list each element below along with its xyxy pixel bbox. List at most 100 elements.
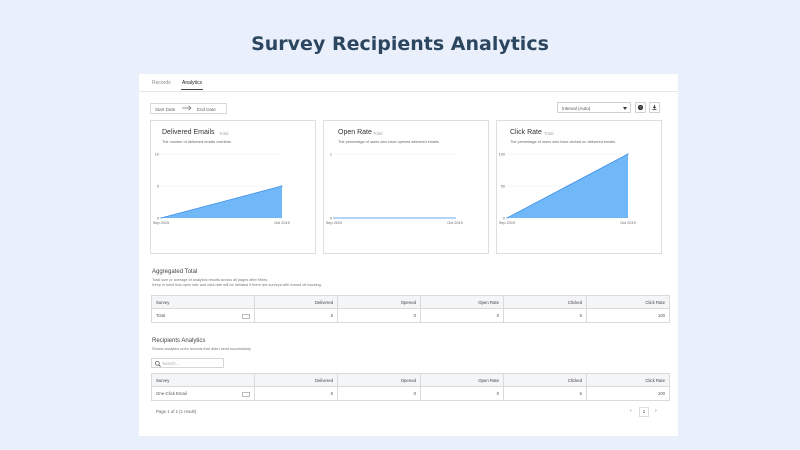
chart-title: Delivered Emails xyxy=(162,129,215,136)
tab-analytics[interactable]: Analytics xyxy=(180,80,204,90)
survey-name: Total xyxy=(156,312,166,318)
column-header-clicked[interactable]: Clicked xyxy=(503,295,587,309)
tab-bar: Records Analytics xyxy=(139,74,678,92)
series-line xyxy=(160,185,283,219)
help-button[interactable]: ? xyxy=(635,102,646,113)
end-date-field[interactable]: End Date xyxy=(197,107,216,112)
interval-select[interactable]: Interval (Auto) xyxy=(557,102,631,113)
arrow-right-icon xyxy=(182,105,192,112)
pagination-prev-button[interactable]: ‹ xyxy=(630,408,632,414)
chevron-down-icon xyxy=(623,107,627,110)
table-cell: 100 xyxy=(586,308,670,323)
chart-title: Open Rate xyxy=(338,129,372,136)
y-tick-label: 0 xyxy=(157,216,159,220)
column-header-opened[interactable]: Opened xyxy=(337,373,421,387)
search-input[interactable] xyxy=(162,360,220,367)
svg-text:?: ? xyxy=(640,106,642,110)
chart-description: The percentage of users who have clicked… xyxy=(510,140,616,144)
x-tick-label: Sep 2019 xyxy=(326,221,342,225)
x-tick-label: Oct 2019 xyxy=(620,221,635,225)
pagination-page-button[interactable]: 1 xyxy=(639,407,649,417)
interval-select-value: Interval (Auto) xyxy=(562,106,591,111)
x-tick-label: Oct 2019 xyxy=(274,221,289,225)
download-icon xyxy=(652,104,657,110)
start-date-field[interactable]: Start Date xyxy=(155,107,176,112)
y-tick-label: 5 xyxy=(157,184,159,188)
table-cell-survey: One-Click Email xyxy=(151,386,255,401)
table-cell: 5 xyxy=(254,386,338,401)
table-cell: 100 xyxy=(586,386,670,401)
chart-panel-click-rate: Click Rate Total The percentage of users… xyxy=(496,120,662,254)
series-line xyxy=(506,153,629,219)
y-tick-label: 10 xyxy=(155,152,159,156)
y-tick-label: 1 xyxy=(330,152,332,156)
download-button[interactable] xyxy=(649,102,660,113)
row-action-icon[interactable] xyxy=(242,313,250,319)
table-header-row: Survey Delivered Opened Open Rate Clicke… xyxy=(151,295,670,309)
search-field[interactable] xyxy=(151,358,224,368)
chart-title: Click Rate xyxy=(510,129,542,136)
column-header-survey[interactable]: Survey xyxy=(151,295,255,309)
analytics-card: Records Analytics Start Date End Date In… xyxy=(139,74,678,436)
chart-description: The percentage of users who have opened … xyxy=(338,140,440,144)
data-point xyxy=(281,185,283,187)
x-tick-label: Sep 2019 xyxy=(499,221,515,225)
aggregated-desc-line-1: Total sum or average of analytics result… xyxy=(152,278,269,282)
column-header-delivered[interactable]: Delivered xyxy=(254,373,338,387)
chart-subtitle: Total xyxy=(373,130,383,136)
y-tick-label: 0 xyxy=(503,216,505,220)
table-row[interactable]: One-Click Email 5 0 0 5 100 xyxy=(151,386,670,401)
x-tick-label: Oct 2019 xyxy=(447,221,462,225)
data-point xyxy=(627,153,629,155)
chart-subtitle: Total xyxy=(219,130,229,136)
survey-name: One-Click Email xyxy=(156,390,187,396)
table-cell: 5 xyxy=(503,386,587,401)
chart-description: The number of delivered emails overtime. xyxy=(162,140,232,144)
table-row: Total 5 0 0 5 100 xyxy=(151,308,670,323)
table-cell: 0 xyxy=(337,308,421,323)
pagination-next-button[interactable]: › xyxy=(655,408,657,414)
recipients-table: Survey Delivered Opened Open Rate Clicke… xyxy=(151,373,670,401)
x-tick-label: Sep 2019 xyxy=(153,221,169,225)
column-header-open-rate[interactable]: Open Rate xyxy=(420,295,504,309)
column-header-click-rate[interactable]: Click Rate xyxy=(586,295,670,309)
column-header-open-rate[interactable]: Open Rate xyxy=(420,373,504,387)
data-point xyxy=(160,217,162,219)
column-header-delivered[interactable]: Delivered xyxy=(254,295,338,309)
chart-panel-open-rate: Open Rate Total The percentage of users … xyxy=(323,120,489,254)
y-tick-label: 100 xyxy=(499,152,505,156)
data-point xyxy=(454,217,456,219)
aggregated-total-title: Aggregated Total xyxy=(152,269,198,275)
table-header-row: Survey Delivered Opened Open Rate Clicke… xyxy=(151,373,670,387)
y-tick-label: 50 xyxy=(501,184,505,188)
help-icon: ? xyxy=(637,104,644,111)
recipients-analytics-description: Shows analytics on/to records that didn'… xyxy=(152,347,252,351)
column-header-survey[interactable]: Survey xyxy=(151,373,255,387)
pagination-summary: Page 1 of 1 (1 result) xyxy=(156,409,197,414)
table-cell: 0 xyxy=(420,386,504,401)
aggregated-table: Survey Delivered Opened Open Rate Clicke… xyxy=(151,295,670,323)
recipients-analytics-title: Recipients Analytics xyxy=(152,338,206,344)
table-cell: 0 xyxy=(420,308,504,323)
table-cell-survey: Total xyxy=(151,308,255,323)
data-point xyxy=(506,217,508,219)
row-action-icon[interactable] xyxy=(242,391,250,397)
date-range-picker[interactable]: Start Date End Date xyxy=(150,103,227,114)
aggregated-total-description: Total sum or average of analytics result… xyxy=(152,278,322,288)
table-cell: 0 xyxy=(337,386,421,401)
table-cell: 5 xyxy=(503,308,587,323)
table-cell: 5 xyxy=(254,308,338,323)
y-tick-label: 0 xyxy=(330,216,332,220)
chart-panel-delivered-emails: Delivered Emails Total The number of del… xyxy=(150,120,316,254)
chart-subtitle: Total xyxy=(544,130,554,136)
column-header-opened[interactable]: Opened xyxy=(337,295,421,309)
page-title: Survey Recipients Analytics xyxy=(251,33,549,55)
aggregated-desc-line-2: Keep in mind that open rate and click ra… xyxy=(152,283,322,287)
search-icon xyxy=(154,360,161,367)
tab-records[interactable]: Records xyxy=(152,80,171,86)
column-header-clicked[interactable]: Clicked xyxy=(503,373,587,387)
column-header-click-rate[interactable]: Click Rate xyxy=(586,373,670,387)
